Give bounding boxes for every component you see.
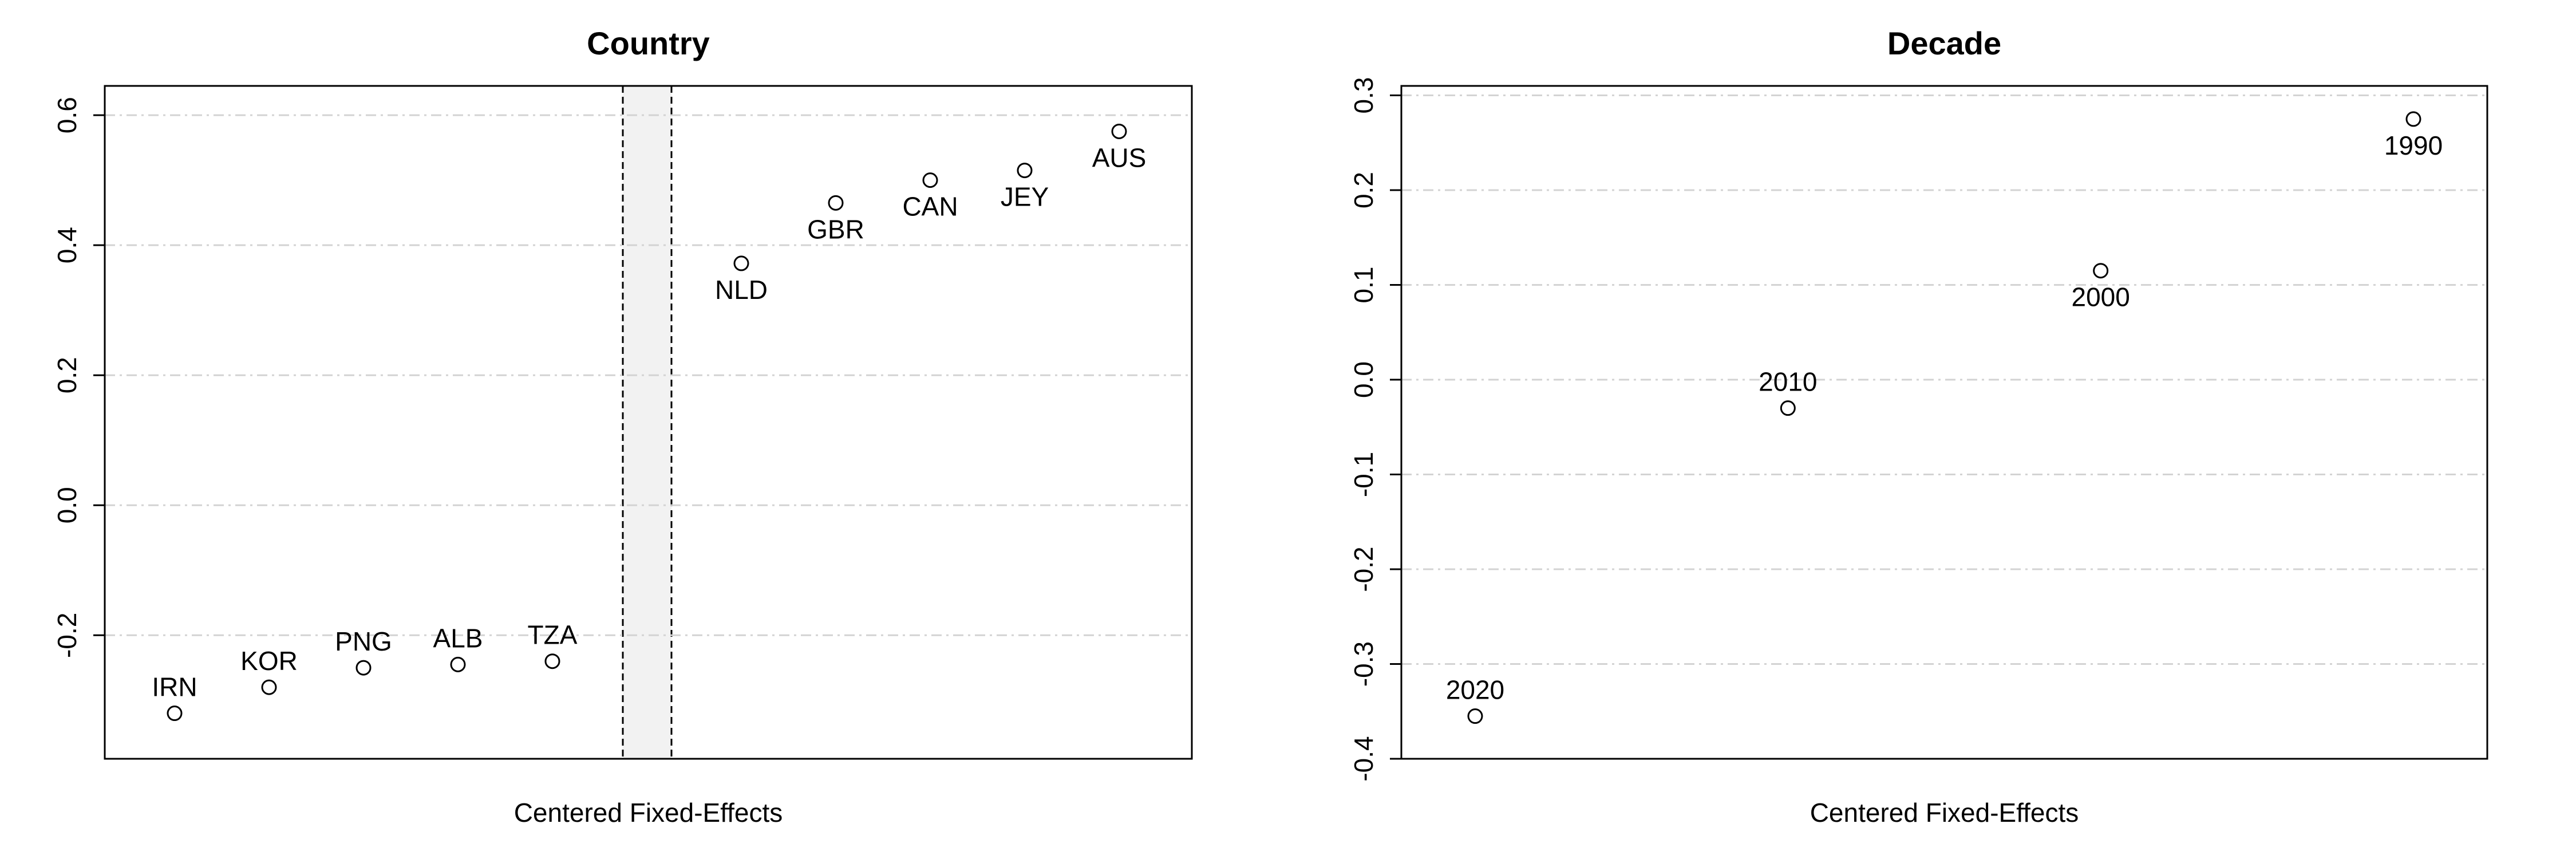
data-point [355,660,372,676]
data-label: CAN [902,192,958,222]
data-label: 2010 [1759,367,1817,397]
data-point [733,255,749,271]
data-point [922,172,938,188]
data-label: 2000 [2071,282,2129,312]
x-axis-label: Centered Fixed-Effects [1810,798,2079,828]
data-point [261,679,277,695]
y-tick-label: 0.6 [52,97,82,133]
y-tick-label: 0.2 [1349,172,1378,208]
y-tick-label: -0.3 [1349,641,1378,687]
data-point [167,706,183,722]
y-tick-label: -0.2 [52,613,82,658]
data-point [828,195,844,211]
data-label: GBR [807,214,864,244]
y-tick-label: 0.0 [1349,361,1378,398]
data-point [1017,163,1033,179]
data-point [2405,111,2421,127]
chart-title: Country [587,25,710,61]
data-point [544,653,560,669]
data-label: NLD [715,275,768,305]
y-tick-label: -0.4 [1349,736,1378,781]
data-label: TZA [528,620,578,650]
y-tick-label: -0.2 [1349,546,1378,592]
y-tick-label: 0.4 [52,227,82,263]
data-label: KOR [240,646,298,676]
y-tick-label: 0.3 [1349,77,1378,114]
data-label: JEY [1001,182,1049,212]
y-tick-label: 0.2 [52,357,82,393]
data-point [1780,400,1796,416]
y-tick-label: 0.0 [52,487,82,523]
data-label: IRN [152,672,197,702]
data-point [2093,263,2109,279]
data-point [450,656,466,672]
x-axis-label: Centered Fixed-Effects [514,798,783,828]
plot-frame [1400,85,2488,760]
data-label: 1990 [2384,131,2443,160]
data-label: 2020 [1446,675,1504,705]
split-band [623,86,671,759]
data-label: PNG [335,626,392,656]
plot-frame [104,85,1193,760]
chart-title: Decade [1887,25,2001,61]
y-tick-label: -0.1 [1349,452,1378,497]
data-point [1111,123,1127,139]
data-label: ALB [433,623,483,653]
y-tick-label: 0.1 [1349,267,1378,304]
data-label: AUS [1092,143,1147,172]
data-point [1467,708,1483,724]
